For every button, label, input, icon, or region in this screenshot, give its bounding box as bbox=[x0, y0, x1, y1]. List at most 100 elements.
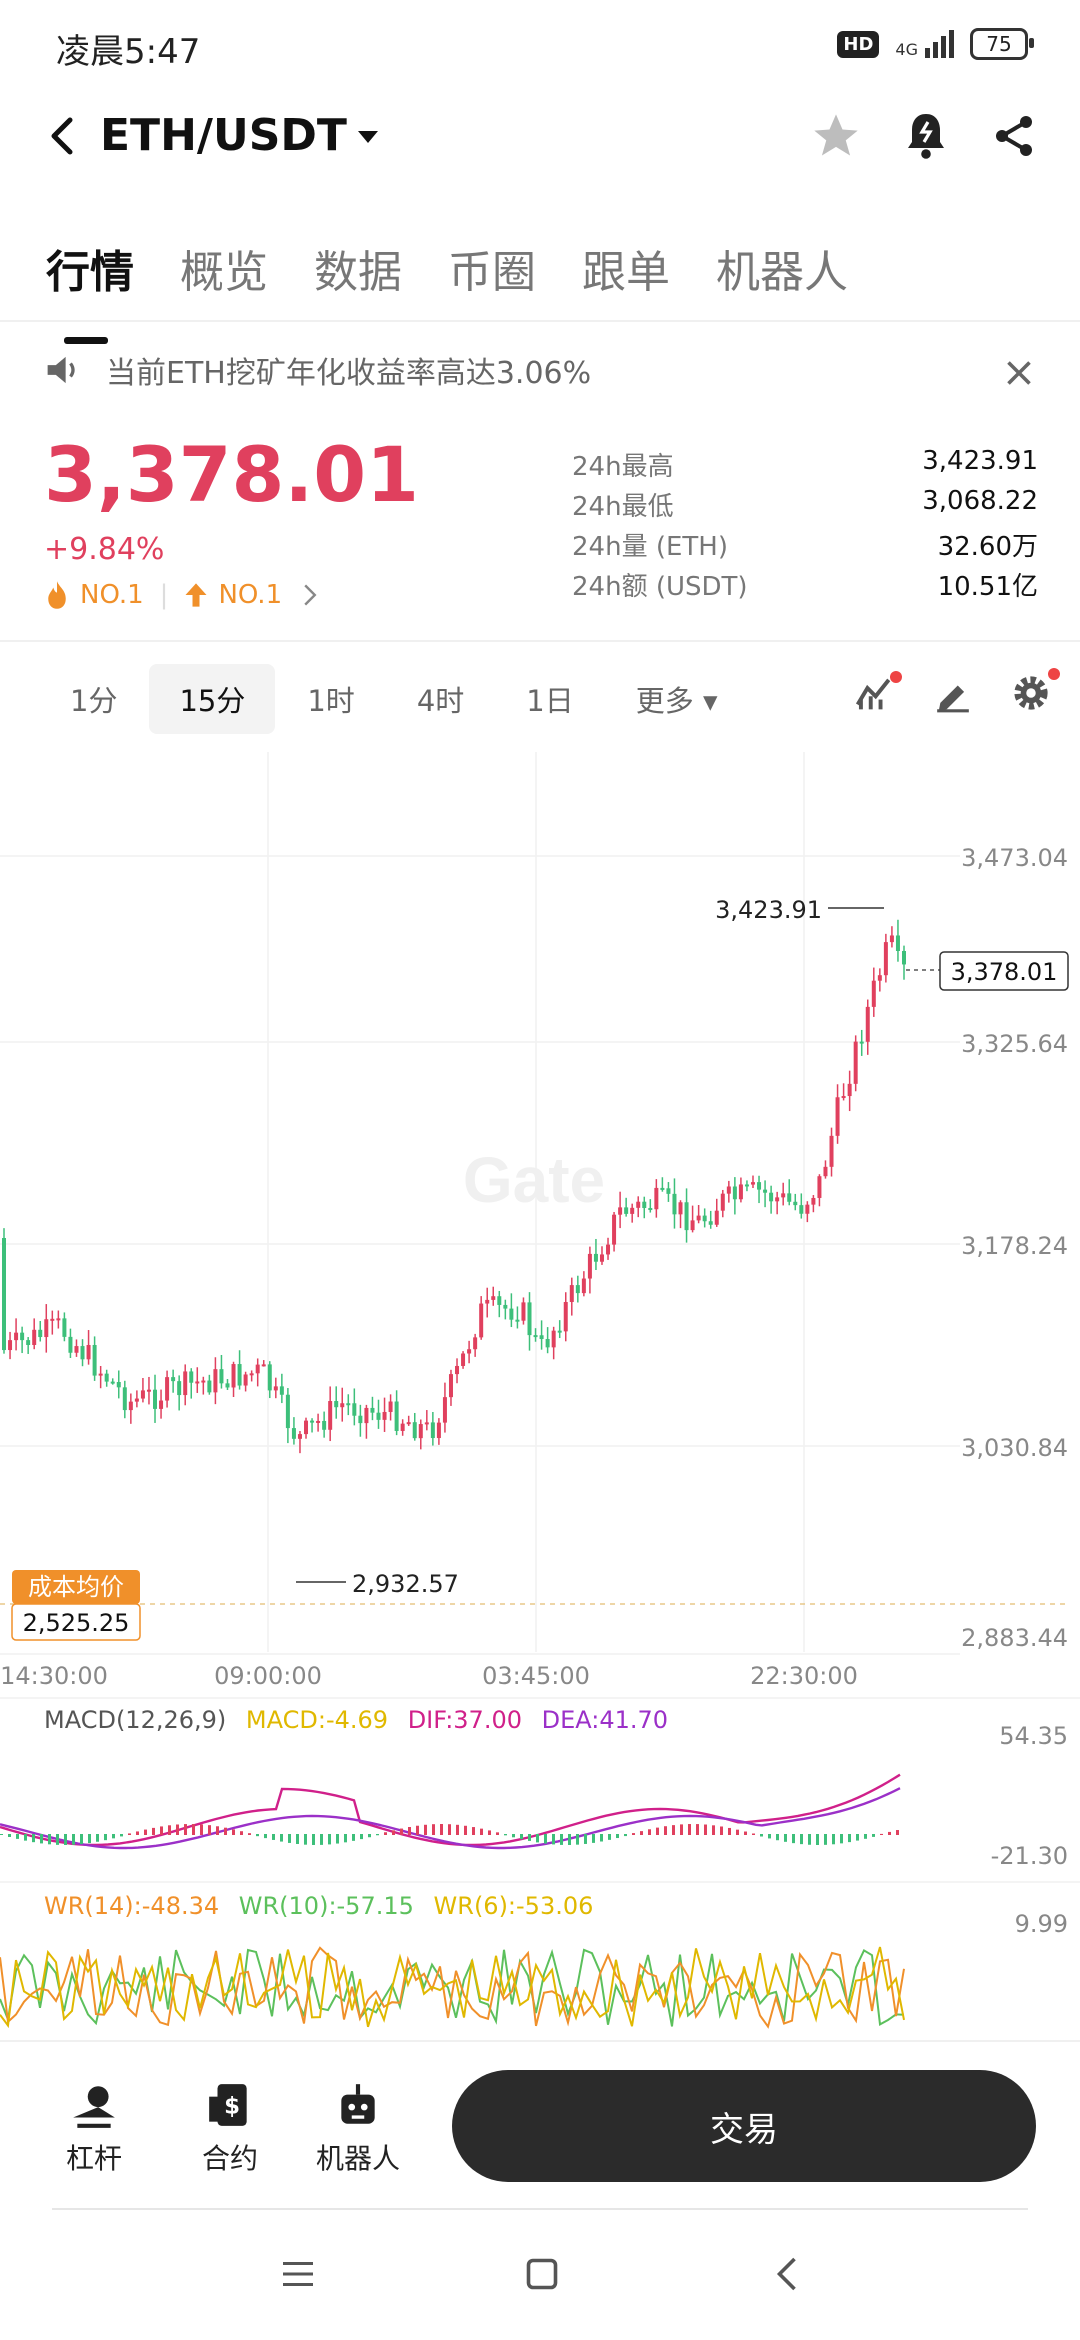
candle bbox=[153, 1389, 158, 1409]
candle bbox=[841, 1096, 846, 1099]
candle bbox=[442, 1397, 447, 1423]
candle bbox=[231, 1364, 236, 1388]
candle bbox=[104, 1373, 109, 1382]
tab-data[interactable]: 数据 bbox=[314, 247, 402, 298]
candle bbox=[817, 1176, 822, 1198]
macd-bar bbox=[664, 1826, 667, 1835]
cost-badge[interactable] bbox=[12, 1570, 140, 1604]
rank-row[interactable]: NO.1 | NO.1 bbox=[44, 580, 318, 610]
macd-bottom: -21.30 bbox=[991, 1842, 1068, 1870]
notice-bar[interactable]: 当前ETH挖矿年化收益率高达3.06% bbox=[44, 340, 1044, 400]
candle bbox=[98, 1373, 103, 1376]
macd-bar bbox=[40, 1834, 43, 1844]
candle bbox=[606, 1244, 611, 1255]
macd-bar bbox=[336, 1834, 339, 1844]
macd-bar bbox=[384, 1832, 387, 1835]
interval-1d[interactable]: 1日 bbox=[526, 684, 574, 718]
candle bbox=[80, 1346, 85, 1360]
candle bbox=[485, 1299, 490, 1304]
divider bbox=[0, 2040, 1080, 2042]
candle bbox=[781, 1193, 786, 1198]
candle bbox=[696, 1215, 701, 1221]
interval-selector: 1分 15分 1时 4时 1日 更多 ▾ bbox=[40, 664, 750, 734]
robot-button[interactable]: 机器人 bbox=[316, 2080, 400, 2177]
candle bbox=[569, 1285, 574, 1303]
macd-bar bbox=[392, 1830, 395, 1835]
candle bbox=[20, 1332, 25, 1341]
candle bbox=[316, 1420, 321, 1423]
back-icon[interactable] bbox=[44, 114, 80, 158]
dea-value: DEA:41.70 bbox=[542, 1706, 668, 1734]
candle bbox=[255, 1364, 260, 1374]
macd-bar bbox=[712, 1825, 715, 1835]
interval-more[interactable]: 更多 ▾ bbox=[635, 684, 718, 718]
candle bbox=[539, 1335, 544, 1340]
chevron-down-icon[interactable] bbox=[356, 128, 380, 146]
last-price: 3,378.01 bbox=[44, 430, 420, 519]
macd-bar bbox=[720, 1826, 723, 1835]
candle bbox=[140, 1390, 145, 1399]
alert-bell-icon[interactable] bbox=[902, 110, 950, 162]
star-icon[interactable] bbox=[810, 110, 862, 162]
candle bbox=[334, 1401, 339, 1408]
candle bbox=[249, 1373, 254, 1376]
macd-bar bbox=[448, 1824, 451, 1835]
trade-button[interactable]: 交易 bbox=[452, 2070, 1036, 2182]
tab-circle[interactable]: 币圈 bbox=[448, 247, 536, 298]
candle bbox=[310, 1420, 315, 1423]
candle bbox=[509, 1308, 514, 1320]
pair-title[interactable]: ETH/USDT bbox=[100, 110, 347, 161]
lever-button[interactable]: 杠杆 bbox=[66, 2080, 122, 2177]
macd-bar bbox=[184, 1824, 187, 1835]
interval-1h[interactable]: 1时 bbox=[307, 684, 355, 718]
lever-label: 杠杆 bbox=[66, 2142, 123, 2175]
candle bbox=[44, 1319, 49, 1338]
menu-icon[interactable] bbox=[280, 2258, 316, 2290]
macd-bar bbox=[568, 1834, 571, 1845]
candle bbox=[74, 1346, 79, 1353]
tab-market[interactable]: 行情 bbox=[46, 236, 134, 344]
share-icon[interactable] bbox=[990, 110, 1038, 162]
macd-bar bbox=[88, 1834, 91, 1844]
macd-bar bbox=[672, 1825, 675, 1835]
notice-text: 当前ETH挖矿年化收益率高达3.06% bbox=[106, 356, 592, 391]
candle bbox=[599, 1254, 604, 1262]
macd-bar bbox=[840, 1834, 843, 1844]
candlestick-chart[interactable]: Gate 3,473.04 3,325.64 3,178.24 3,030.84… bbox=[0, 752, 1080, 2042]
contract-button[interactable]: $ 合约 bbox=[202, 2080, 258, 2177]
settings-button[interactable] bbox=[1012, 668, 1060, 716]
rank-badge-1: NO.1 bbox=[80, 580, 144, 610]
signal-icon: 4G bbox=[895, 30, 954, 58]
contract-label: 合约 bbox=[202, 2142, 259, 2175]
draw-icon[interactable] bbox=[934, 677, 972, 713]
candle bbox=[304, 1420, 309, 1435]
macd-top: 54.35 bbox=[999, 1722, 1068, 1750]
speaker-icon bbox=[47, 356, 75, 384]
cost-value: 2,525.25 bbox=[23, 1609, 130, 1637]
macd-bar bbox=[584, 1834, 587, 1844]
macd-bar bbox=[760, 1834, 763, 1837]
candle bbox=[738, 1184, 743, 1200]
interval-15m[interactable]: 15分 bbox=[149, 664, 276, 734]
macd-bar bbox=[824, 1834, 827, 1845]
candle bbox=[503, 1304, 508, 1309]
tab-robot[interactable]: 机器人 bbox=[716, 247, 848, 298]
macd-bar bbox=[248, 1833, 251, 1835]
indicator-line bbox=[0, 1787, 901, 1850]
macd-bar bbox=[344, 1834, 347, 1843]
tab-copy[interactable]: 跟单 bbox=[582, 247, 670, 298]
macd-bar bbox=[784, 1834, 787, 1842]
price-tick: 2,883.44 bbox=[961, 1624, 1068, 1652]
candle bbox=[340, 1403, 345, 1408]
macd-bar bbox=[856, 1834, 859, 1841]
tab-overview[interactable]: 概览 bbox=[180, 247, 268, 298]
robot-icon bbox=[341, 2084, 375, 2124]
status-time: 凌晨5:47 bbox=[56, 32, 201, 72]
close-icon[interactable] bbox=[1004, 358, 1034, 388]
nav-back-icon[interactable] bbox=[774, 2256, 800, 2292]
interval-1m[interactable]: 1分 bbox=[70, 684, 118, 718]
home-icon[interactable] bbox=[524, 2256, 560, 2292]
indicator-button[interactable] bbox=[854, 671, 902, 715]
candle bbox=[545, 1339, 550, 1348]
interval-4h[interactable]: 4时 bbox=[416, 684, 465, 718]
